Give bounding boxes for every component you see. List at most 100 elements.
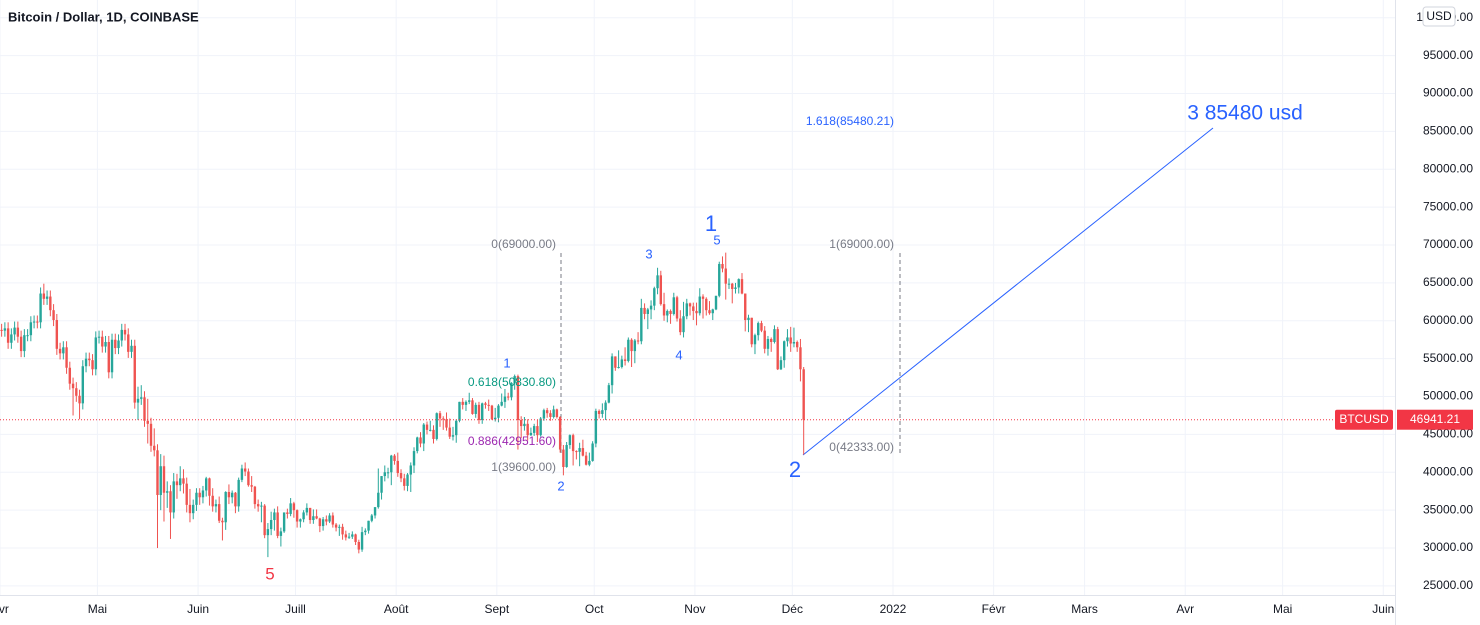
candle-body — [65, 347, 68, 368]
candle-body — [581, 448, 585, 456]
candle-body — [425, 424, 429, 430]
candle-body — [594, 410, 598, 444]
annotation: 5 — [265, 564, 274, 583]
candle-body — [442, 418, 445, 420]
candle-body — [45, 296, 49, 299]
candle-body — [289, 503, 292, 514]
y-tick-label: 70000.00 — [1423, 237, 1473, 251]
x-tick-label: Juin — [187, 602, 209, 616]
candle-body — [351, 534, 354, 537]
candle-body — [380, 476, 383, 493]
candle-body — [253, 486, 257, 505]
candle-body — [182, 478, 185, 484]
candle-body — [542, 410, 546, 419]
candle-body — [6, 328, 10, 343]
candle-body — [29, 322, 33, 336]
candle-body — [282, 512, 286, 532]
candle-body — [136, 398, 140, 403]
x-tick-label: Juill — [285, 602, 306, 616]
candle-body — [55, 320, 59, 349]
candle-body — [295, 510, 299, 522]
candle-body — [724, 268, 727, 284]
candle-body — [172, 481, 175, 513]
candle-body — [516, 376, 520, 421]
candle-body — [393, 455, 396, 461]
axes: 25000.00 30000.00 35000.00 40000.00 45000.00… — [0, 6, 1473, 616]
x-tick-label: Avr — [0, 602, 9, 616]
candle-body — [555, 409, 559, 417]
candle-body — [10, 334, 13, 343]
candle-body — [539, 418, 542, 436]
candle-body — [149, 423, 153, 446]
candle-body — [584, 455, 588, 465]
candle-body — [201, 490, 205, 498]
candle-body — [464, 401, 468, 405]
candle-body — [529, 432, 533, 436]
candle-body — [146, 420, 149, 424]
candle-body — [438, 413, 442, 419]
candle-body — [747, 317, 750, 321]
candle-body — [477, 404, 481, 421]
candle-body — [101, 336, 104, 347]
candle-body — [16, 327, 20, 337]
candle-body — [510, 382, 513, 398]
candle-body — [688, 303, 692, 307]
candle-body — [26, 335, 29, 337]
candle-body — [458, 401, 461, 421]
annotation: 2 — [557, 478, 564, 493]
candle-body — [701, 296, 705, 299]
y-tick-label: 55000.00 — [1423, 351, 1473, 365]
annotation: 1(39600.00) — [491, 460, 556, 474]
candle-body — [468, 400, 471, 402]
candle-body — [123, 329, 127, 335]
candle-body — [19, 336, 23, 352]
y-tick-label: 90000.00 — [1423, 86, 1473, 100]
candle-body — [519, 420, 523, 427]
candle-body — [630, 339, 633, 352]
candle-body — [549, 413, 552, 417]
candle-body — [562, 449, 565, 467]
candle-body — [315, 516, 318, 519]
candle-body — [757, 323, 760, 336]
candle-body — [675, 297, 679, 319]
candle-body — [237, 479, 240, 507]
candle-body — [192, 504, 195, 514]
candle-body — [474, 404, 477, 414]
candle-body — [107, 342, 110, 373]
candle-body — [58, 348, 62, 354]
x-tick-label: 2022 — [880, 602, 907, 616]
candle-body — [471, 400, 474, 414]
candle-body — [273, 512, 276, 521]
candle-body — [140, 397, 143, 399]
candle-body — [568, 435, 572, 446]
time-axis-bg — [0, 595, 1395, 625]
candle-body — [399, 473, 403, 479]
candle-body — [263, 505, 266, 536]
candle-body — [3, 328, 7, 331]
candle-body — [523, 423, 526, 427]
annotation: 1 — [705, 211, 717, 236]
candle-body — [62, 347, 65, 354]
candle-body — [13, 327, 16, 335]
candle-body — [250, 485, 253, 487]
candle-body — [208, 478, 211, 496]
candle-body — [545, 410, 549, 414]
candles — [0, 252, 1395, 558]
annotation: 3 85480 usd — [1187, 102, 1303, 125]
currency-label: USD — [1426, 9, 1452, 23]
candle-body — [718, 263, 721, 296]
candle-body — [406, 474, 409, 486]
candle-body — [396, 460, 399, 474]
candle-body — [607, 385, 611, 403]
candle-body — [721, 263, 724, 269]
candle-body — [506, 396, 510, 398]
candle-body — [536, 426, 539, 436]
candle-body — [78, 395, 81, 404]
candle-body — [354, 534, 357, 542]
candle-body — [240, 468, 244, 480]
candle-body — [279, 531, 283, 536]
x-tick-label: Mai — [88, 602, 107, 616]
x-tick-label: Juin — [1372, 602, 1394, 616]
candle-body — [481, 403, 484, 421]
